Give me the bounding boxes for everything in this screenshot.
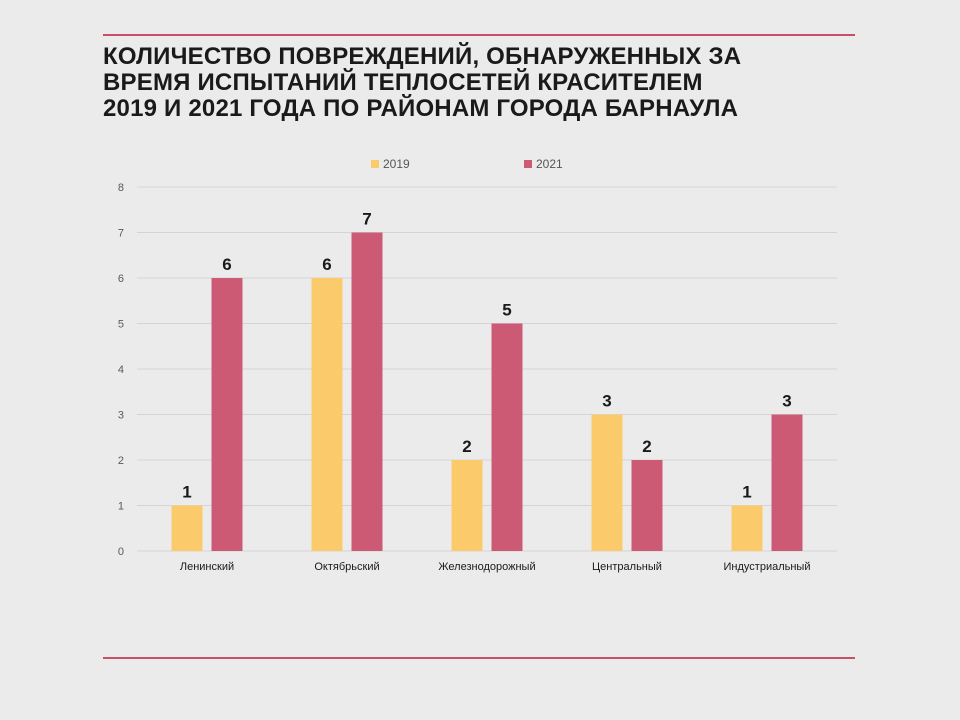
data-label: 6 — [222, 255, 231, 274]
bar-2021 — [771, 414, 803, 551]
title-line-1: КОЛИЧЕСТВО ПОВРЕЖДЕНИЙ, ОБНАРУЖЕННЫХ ЗА — [103, 43, 742, 70]
title-line-2: ВРЕМЯ ИСПЫТАНИЙ ТЕПЛОСЕТЕЙ КРАСИТЕЛЕМ — [103, 69, 703, 96]
data-label: 3 — [602, 392, 611, 411]
bar-2021 — [631, 460, 663, 551]
bar-2021 — [491, 323, 523, 551]
data-label: 2 — [462, 437, 471, 456]
data-label: 7 — [362, 210, 371, 229]
chart-legend: 2019 2021 — [0, 157, 960, 177]
bar-2021 — [211, 278, 243, 551]
bar-2021 — [351, 232, 383, 551]
x-category-label: Октябрьский — [314, 561, 379, 573]
data-label: 5 — [502, 301, 511, 320]
title-line-3: 2019 И 2021 ГОДА ПО РАЙОНАМ ГОРОДА БАРНА… — [103, 95, 739, 122]
y-tick-label: 6 — [118, 273, 124, 285]
x-category-label: Железнодорожный — [438, 561, 535, 573]
x-category-label: Индустриальный — [724, 561, 811, 573]
data-label: 1 — [182, 483, 191, 502]
y-tick-label: 7 — [118, 228, 124, 240]
data-label: 2 — [642, 437, 651, 456]
legend-swatch-2021 — [524, 160, 532, 168]
page-title: КОЛИЧЕСТВО ПОВРЕЖДЕНИЙ, ОБНАРУЖЕННЫХ ЗА … — [103, 44, 863, 122]
y-tick-label: 0 — [118, 546, 124, 558]
data-label: 1 — [742, 483, 751, 502]
legend-label-2019: 2019 — [383, 157, 410, 171]
x-category-label: Центральный — [592, 561, 662, 573]
bar-2019 — [311, 278, 343, 551]
y-tick-label: 5 — [118, 319, 124, 331]
legend-item-2021: 2021 — [524, 157, 563, 171]
legend-swatch-2019 — [371, 160, 379, 168]
data-label: 3 — [782, 392, 791, 411]
x-category-label: Ленинский — [180, 561, 234, 573]
top-divider — [103, 34, 855, 36]
y-tick-label: 4 — [118, 364, 124, 376]
data-label: 6 — [322, 255, 331, 274]
bar-2019 — [171, 505, 203, 551]
y-tick-label: 3 — [118, 410, 124, 422]
y-tick-label: 2 — [118, 455, 124, 467]
bar-2019 — [731, 505, 763, 551]
bar-2019 — [591, 414, 623, 551]
legend-label-2021: 2021 — [536, 157, 563, 171]
y-tick-label: 8 — [118, 182, 124, 194]
bar-2019 — [451, 460, 483, 551]
legend-item-2019: 2019 — [371, 157, 410, 171]
bottom-divider — [103, 657, 855, 659]
y-tick-label: 1 — [118, 501, 124, 513]
